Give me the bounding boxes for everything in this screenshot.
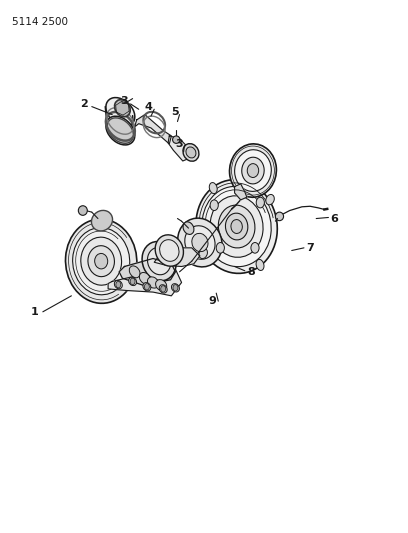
Ellipse shape xyxy=(199,248,207,259)
Ellipse shape xyxy=(88,246,114,277)
Ellipse shape xyxy=(178,218,222,267)
Ellipse shape xyxy=(235,150,271,191)
Ellipse shape xyxy=(155,280,167,290)
Ellipse shape xyxy=(155,235,184,266)
Ellipse shape xyxy=(147,247,171,275)
Ellipse shape xyxy=(106,98,135,126)
Text: 2: 2 xyxy=(80,99,87,109)
Circle shape xyxy=(173,285,178,291)
Ellipse shape xyxy=(91,211,113,231)
Text: 6: 6 xyxy=(330,214,339,223)
Polygon shape xyxy=(119,259,175,285)
Circle shape xyxy=(210,200,218,211)
Ellipse shape xyxy=(81,237,122,285)
Text: 7: 7 xyxy=(306,243,314,253)
Ellipse shape xyxy=(66,219,137,303)
Circle shape xyxy=(130,278,135,285)
Ellipse shape xyxy=(196,180,277,273)
Polygon shape xyxy=(168,136,192,161)
Ellipse shape xyxy=(192,233,208,252)
Polygon shape xyxy=(235,184,247,200)
Ellipse shape xyxy=(183,143,199,161)
Ellipse shape xyxy=(107,118,133,143)
Ellipse shape xyxy=(231,220,242,233)
Polygon shape xyxy=(108,269,182,296)
Ellipse shape xyxy=(183,222,194,235)
Ellipse shape xyxy=(202,187,271,266)
Ellipse shape xyxy=(256,260,264,270)
Ellipse shape xyxy=(115,100,130,117)
Ellipse shape xyxy=(114,280,122,289)
Ellipse shape xyxy=(147,277,159,288)
Polygon shape xyxy=(135,115,171,144)
Ellipse shape xyxy=(171,284,180,292)
Ellipse shape xyxy=(73,228,130,295)
Ellipse shape xyxy=(230,144,276,197)
Text: 3: 3 xyxy=(176,139,183,149)
Ellipse shape xyxy=(186,147,196,158)
Ellipse shape xyxy=(142,241,176,281)
Ellipse shape xyxy=(78,206,87,215)
Ellipse shape xyxy=(210,196,263,257)
Text: 1: 1 xyxy=(31,307,38,317)
Ellipse shape xyxy=(129,266,140,278)
Text: 5114 2500: 5114 2500 xyxy=(12,17,68,27)
Ellipse shape xyxy=(106,116,135,145)
Ellipse shape xyxy=(160,240,179,261)
Circle shape xyxy=(251,243,259,253)
Text: 5: 5 xyxy=(172,107,179,117)
Ellipse shape xyxy=(95,253,108,269)
Ellipse shape xyxy=(242,157,264,184)
Ellipse shape xyxy=(143,282,151,291)
Circle shape xyxy=(161,286,166,292)
Ellipse shape xyxy=(218,205,255,248)
Polygon shape xyxy=(154,248,200,266)
Circle shape xyxy=(216,243,224,253)
Text: 3: 3 xyxy=(121,96,128,106)
Ellipse shape xyxy=(209,183,217,193)
Text: 4: 4 xyxy=(145,102,153,111)
Ellipse shape xyxy=(129,277,137,286)
Text: 8: 8 xyxy=(247,267,255,277)
Ellipse shape xyxy=(159,285,167,293)
Ellipse shape xyxy=(266,195,274,205)
Ellipse shape xyxy=(275,212,284,221)
Ellipse shape xyxy=(226,213,248,240)
Ellipse shape xyxy=(140,272,150,284)
Ellipse shape xyxy=(173,136,180,143)
Text: 9: 9 xyxy=(208,296,216,306)
Circle shape xyxy=(256,197,264,208)
Circle shape xyxy=(144,284,149,290)
Circle shape xyxy=(116,281,121,288)
Ellipse shape xyxy=(247,164,259,177)
Ellipse shape xyxy=(185,226,215,259)
